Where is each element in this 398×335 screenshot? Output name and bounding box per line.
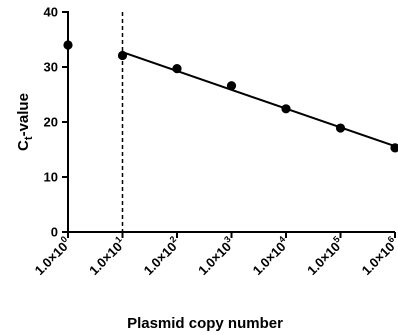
- y-tick-label: 0: [51, 225, 58, 240]
- regression-line: [122, 51, 396, 148]
- y-axis-title-main: C: [15, 140, 32, 151]
- y-axis-title: Ct-value: [15, 93, 35, 151]
- x-tick-label: 1.0×100: [30, 234, 74, 278]
- y-tick-label: 10: [44, 170, 58, 185]
- x-axis-ticks: 1.0×100 1.0×101 1.0×102 1.0×103 1.0×104 1.0×1…: [30, 232, 398, 278]
- x-tick-exponent: 4: [277, 234, 288, 245]
- x-tick-exponent: 0: [59, 234, 70, 245]
- x-tick-exponent: 3: [222, 234, 233, 245]
- y-tick-label: 40: [44, 5, 58, 20]
- x-tick-exponent: 1: [113, 234, 124, 245]
- data-point: [390, 143, 398, 153]
- data-point: [172, 64, 182, 74]
- x-tick-label: 1.0×106: [357, 234, 398, 278]
- y-axis-title-suffix: -value: [15, 93, 32, 136]
- y-axis-title-subscript: t: [23, 136, 35, 140]
- data-points: [63, 40, 398, 153]
- x-tick-exponent: 2: [168, 234, 179, 245]
- x-tick-label: 1.0×101: [85, 234, 129, 278]
- x-tick-label: 1.0×103: [194, 234, 238, 278]
- data-point: [226, 81, 237, 91]
- x-tick-label: 1.0×102: [139, 234, 183, 278]
- y-tick-label: 30: [44, 60, 58, 75]
- data-point: [63, 40, 73, 50]
- axes: [67, 11, 395, 233]
- data-point: [281, 104, 291, 114]
- data-point: [117, 50, 128, 61]
- x-tick-label: 1.0×104: [248, 234, 292, 278]
- data-point: [335, 123, 346, 133]
- x-tick-exponent: 6: [386, 234, 397, 245]
- y-tick-label: 20: [44, 115, 58, 130]
- x-axis-title: Plasmid copy number: [127, 315, 283, 332]
- y-axis-ticks: 0 10 20 30 40: [44, 5, 68, 240]
- x-tick-exponent: 5: [331, 234, 342, 245]
- x-tick-label: 1.0×105: [303, 234, 347, 278]
